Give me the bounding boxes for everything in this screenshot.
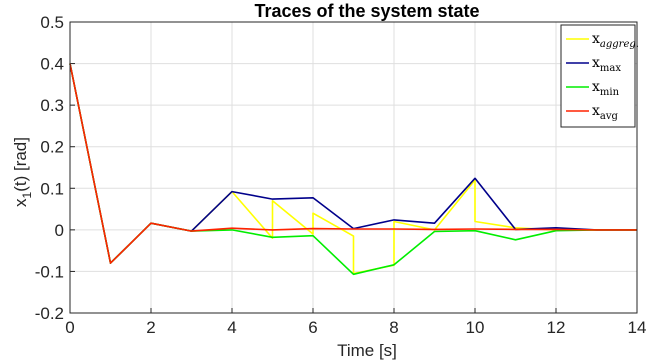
x-tick-label: 12 (547, 318, 566, 337)
legend-entry-sub: min (600, 87, 620, 98)
legend-entry-main: x (592, 55, 600, 71)
x-axis-label: Time [s] (337, 341, 397, 360)
legend-box (560, 24, 636, 128)
legend-entry-main: x (592, 79, 600, 95)
legend-entry: xavg (592, 103, 619, 122)
y-tick-label: 0.4 (40, 55, 64, 74)
y-axis-label-sub: 1 (20, 191, 34, 198)
y-axis-label-rest: (t) [rad] (11, 137, 30, 192)
legend-entry-sub: avg (600, 111, 619, 122)
series-layer (69, 63, 637, 276)
legend-entry-sub: max (600, 63, 621, 74)
y-tick-labels: -0.2 -0.1 0 0.1 0.2 0.3 0.4 0.5 (35, 13, 64, 323)
x-tick-label: 10 (466, 318, 485, 337)
x-tick-label: 6 (308, 318, 317, 337)
x-tick-labels: 0 2 4 6 8 10 12 14 (65, 318, 646, 337)
y-tick-label: 0.3 (40, 96, 64, 115)
plot-frame (69, 21, 638, 314)
series-line-avg (69, 63, 637, 264)
y-tick-label: -0.2 (35, 304, 64, 323)
y-tick-label: 0.5 (40, 13, 64, 32)
x-tick-label: 2 (146, 318, 155, 337)
y-tick-label: 0 (55, 221, 64, 240)
x-tick-label: 0 (65, 318, 74, 337)
x-tick-label: 4 (227, 318, 236, 337)
legend-entry-main: x (592, 103, 600, 119)
legend-entry-main: x (592, 31, 600, 47)
legend-entry-sub: aggreg. (600, 39, 639, 50)
legend-entry: xmin (592, 79, 620, 98)
y-axis-label: x1(t) [rad] (11, 137, 34, 207)
legend-entry: xmax (592, 55, 621, 74)
x-tick-label: 8 (389, 318, 398, 337)
chart-title: Traces of the system state (254, 1, 479, 21)
x-tick-label: 14 (628, 318, 647, 337)
y-tick-label: 0.2 (40, 138, 64, 157)
legend-entry: xaggreg. (592, 31, 639, 50)
series-line-aggreg (69, 63, 637, 275)
y-axis-label-main: x (11, 198, 30, 207)
y-tick-label: -0.1 (35, 262, 64, 281)
y-tick-label: 0.1 (40, 179, 64, 198)
series-line-max (69, 63, 637, 264)
